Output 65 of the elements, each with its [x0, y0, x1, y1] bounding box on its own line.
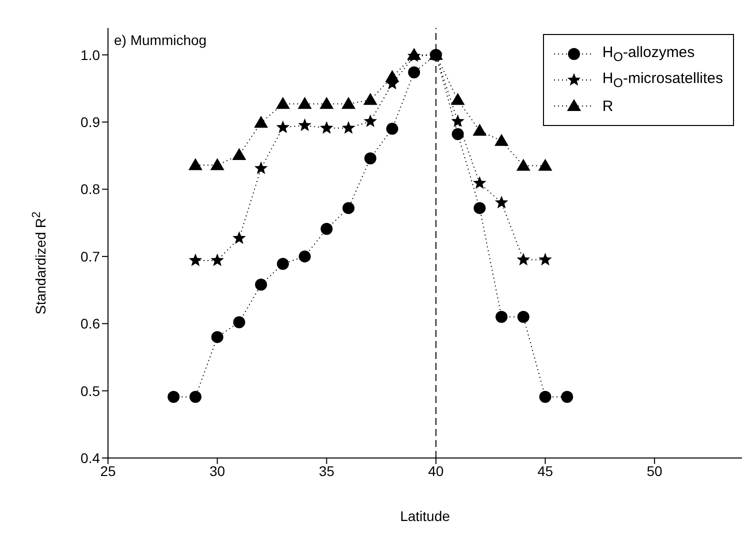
x-axis-title: Latitude	[399, 508, 451, 524]
point	[539, 390, 552, 403]
point	[494, 196, 508, 208]
point	[232, 231, 246, 244]
y-tick-label: 0.5	[80, 382, 100, 399]
point	[363, 92, 378, 105]
point	[538, 252, 552, 266]
point	[561, 390, 574, 403]
point	[450, 92, 465, 105]
point	[298, 250, 311, 262]
point	[210, 158, 224, 170]
x-tick-label: 35	[318, 462, 335, 479]
point	[320, 222, 333, 235]
x-tick-label: 40	[428, 462, 444, 479]
point	[320, 96, 334, 109]
point	[517, 310, 530, 323]
point	[168, 390, 180, 403]
y-tick-label: 0.4	[80, 450, 100, 466]
point	[408, 66, 420, 78]
point	[298, 96, 312, 109]
point	[341, 96, 356, 109]
point	[386, 122, 398, 135]
point	[451, 114, 464, 128]
point	[255, 278, 268, 291]
legend-label: R	[602, 98, 614, 114]
point	[211, 331, 224, 344]
point	[474, 202, 486, 214]
point	[276, 120, 290, 134]
x-tick-label: 50	[646, 462, 663, 479]
legend-label: H$_{O}$-allozymes	[602, 44, 695, 64]
y-tick-label: 0.9	[80, 114, 100, 130]
point	[276, 96, 290, 109]
point	[364, 114, 377, 128]
point	[254, 161, 268, 174]
x-tick-label: 30	[210, 462, 226, 479]
point	[233, 316, 246, 328]
point	[496, 310, 508, 323]
y-tick-label: 0.6	[80, 316, 100, 332]
point	[210, 253, 224, 266]
point	[189, 390, 202, 403]
point	[254, 116, 268, 128]
y-tick-label: 1.0	[80, 46, 100, 63]
annotation: e) Mummichog	[114, 32, 207, 48]
point	[473, 176, 486, 189]
legend-label: H$_{O}$-microsatellites	[602, 70, 723, 90]
x-tick-label: 25	[100, 462, 116, 479]
point	[276, 258, 289, 270]
point	[342, 202, 354, 214]
point	[494, 134, 509, 146]
point	[364, 152, 376, 164]
point	[472, 124, 487, 136]
point	[516, 158, 530, 171]
y-tick-label: 0.8	[80, 181, 100, 198]
point	[452, 128, 464, 140]
point	[188, 158, 202, 170]
point	[320, 121, 334, 134]
x-tick-label: 45	[537, 462, 554, 479]
point	[188, 253, 202, 266]
y-tick-label: 0.7	[80, 248, 100, 264]
point	[298, 118, 312, 132]
point	[516, 252, 530, 266]
point	[232, 148, 246, 160]
point	[538, 158, 552, 171]
point	[385, 70, 400, 82]
point	[342, 121, 356, 134]
